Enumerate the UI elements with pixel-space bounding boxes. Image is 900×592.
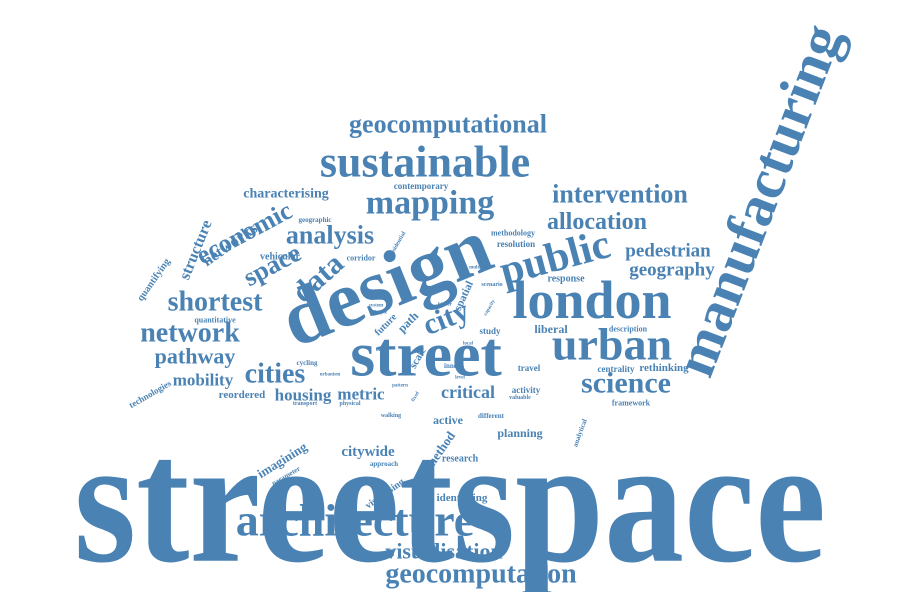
word-geography: geography [629,260,715,281]
word-cities: cities [245,359,306,390]
word-study: study [479,326,501,336]
word-intervention: intervention [552,180,688,209]
word-urban: urban [552,319,672,370]
word-reordered: reordered [219,389,266,401]
word-local: local [463,342,474,347]
word-citywide: citywide [341,444,395,460]
word-rethinking: rethinking [639,362,689,374]
word-travel: travel [518,363,541,373]
word-shortest: shortest [168,287,264,318]
word-visualisation: visualisation [385,539,502,564]
word-inner: inner [444,362,460,370]
word-methodology: methodology [491,229,535,238]
word-housing: housing [275,386,332,405]
word-contemporary: contemporary [394,181,449,191]
word-scenario: scenario [481,282,502,288]
word-level: level [455,376,465,381]
word-planning: planning [497,426,542,440]
word-critical: critical [441,382,495,402]
word-architecture: architecture [236,495,474,546]
word-centrality: centrality [598,364,635,374]
word-london: london [512,270,671,330]
word-street: street [350,319,502,390]
word-fixed: fixed [411,391,421,403]
word-walking: walking [381,413,401,419]
word-multiple: multiple [469,266,488,271]
word-activity: activity [512,385,541,395]
word-liberal: liberal [534,322,568,336]
word-geographic: geographic [298,216,331,224]
word-analysis: analysis [286,221,374,250]
word-streetspace: streetspace [74,401,826,592]
word-characterising: characterising [243,187,329,202]
word-geocomputational: geocomputational [349,110,547,139]
word-resolution: resolution [497,239,535,249]
word-network: network [140,318,240,349]
word-allocation: allocation [547,209,647,235]
word-response: response [547,274,585,285]
word-pathway: pathway [155,344,236,369]
word-sustainable: sustainable [320,138,530,187]
word-quantitative: quantitative [194,316,236,325]
word-pattern: pattern [392,384,408,389]
word-system: system [369,304,384,309]
word-vehicular: vehicular [260,252,301,263]
word-description: description [609,325,648,334]
word-cycling: cycling [297,359,318,367]
word-urbanism: urbanism [320,373,341,378]
word-simple: simple [373,311,388,316]
word-active: active [433,413,464,427]
word-pedestrian: pedestrian [625,241,711,262]
word-offer: offer [376,347,389,353]
word-corridor: corridor [347,254,376,263]
word-metric: metric [337,385,385,404]
word-framework: framework [612,399,651,408]
word-approach: approach [370,460,398,468]
word-transport: transport [293,401,317,407]
word-science: science [581,367,671,400]
word-mapping: mapping [366,185,495,222]
word-higher: higher [438,303,453,308]
word-physical: physical [339,401,360,407]
word-geocomputation: geocomputation [385,559,577,590]
word-valuable: valuable [509,395,531,401]
word-research: research [442,454,479,465]
word-identifying: identifying [437,492,488,504]
word-different: different [478,412,505,420]
word-mobility: mobility [173,371,234,390]
